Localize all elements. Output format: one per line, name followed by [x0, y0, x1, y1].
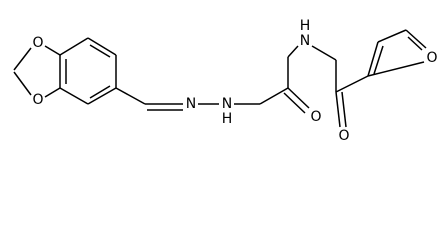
- atom-label: O: [32, 92, 43, 108]
- atom-label: H: [300, 18, 311, 34]
- atom-label: O: [32, 35, 43, 51]
- atom-labels: O O N N H O N H O O: [32, 18, 437, 144]
- atom-label: N: [222, 96, 232, 112]
- atom-label: O: [338, 128, 349, 144]
- bonds: [13, 29, 427, 128]
- atom-label: N: [300, 33, 310, 49]
- atom-label: O: [310, 109, 321, 125]
- atom-label: N: [186, 96, 196, 112]
- atom-label: O: [426, 50, 437, 66]
- molecule-diagram: O O N N H O N H O O: [13, 18, 438, 144]
- atom-label: H: [222, 111, 233, 127]
